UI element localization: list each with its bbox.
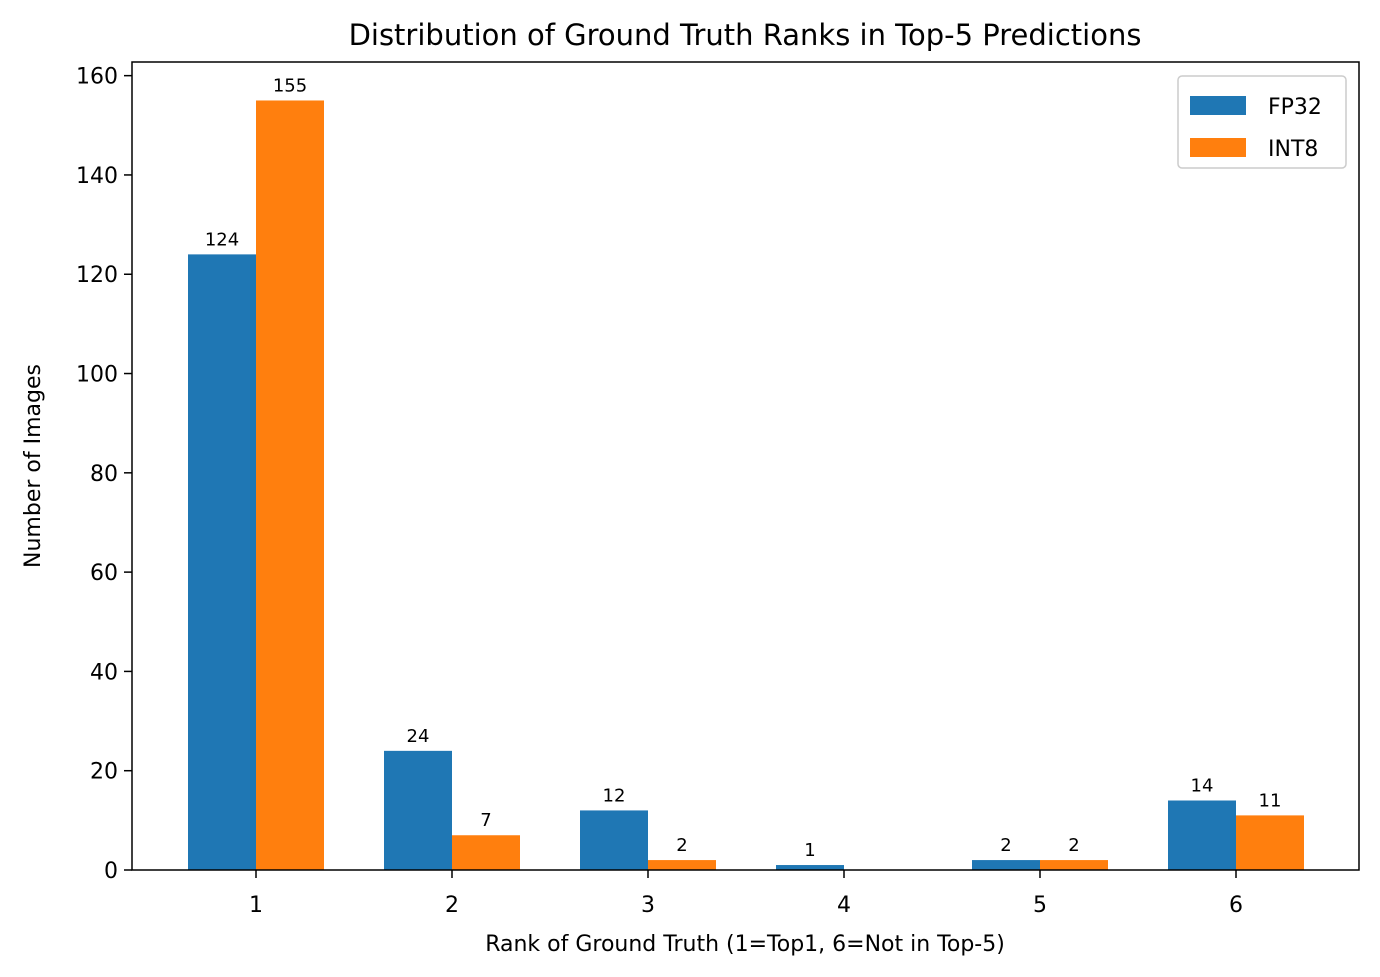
data-label-fp32-rank-4: 1 [804, 840, 815, 861]
legend-label-int8: INT8 [1268, 137, 1318, 162]
legend-swatch-int8 [1190, 138, 1246, 157]
bar-int8-rank-5 [1040, 860, 1108, 870]
bars-group [188, 100, 1304, 870]
y-tick-label-20: 20 [90, 760, 118, 785]
y-tick-label-40: 40 [90, 660, 118, 685]
x-tick-label-6: 6 [1229, 893, 1243, 918]
x-tick-label-3: 3 [641, 893, 655, 918]
bar-int8-rank-2 [452, 835, 520, 870]
y-tick-label-160: 160 [76, 65, 118, 90]
x-tick-label-2: 2 [445, 893, 459, 918]
data-label-fp32-rank-6: 14 [1191, 775, 1214, 796]
bar-int8-rank-3 [648, 860, 716, 870]
data-label-int8-rank-1: 155 [273, 75, 307, 96]
y-axis-label: Number of Images [21, 364, 46, 568]
data-label-int8-rank-6: 11 [1259, 790, 1282, 811]
data-label-fp32-rank-2: 24 [407, 726, 430, 747]
y-tick-label-140: 140 [76, 164, 118, 189]
data-label-int8-rank-3: 2 [676, 835, 687, 856]
x-tick-label-5: 5 [1033, 893, 1047, 918]
legend: FP32 INT8 [1177, 75, 1347, 169]
legend-label-fp32: FP32 [1268, 95, 1322, 120]
legend-swatch-fp32 [1190, 96, 1246, 115]
data-label-fp32-rank-1: 124 [205, 229, 239, 250]
plot-frame [131, 61, 1360, 871]
bar-fp32-rank-2 [384, 750, 452, 870]
bar-fp32-rank-6 [1168, 800, 1236, 870]
bar-fp32-rank-3 [580, 810, 648, 870]
bar-fp32-rank-4 [776, 865, 844, 870]
chart-title: Distribution of Ground Truth Ranks in To… [349, 18, 1142, 52]
y-tick-label-80: 80 [90, 462, 118, 487]
data-label-fp32-rank-5: 2 [1000, 835, 1011, 856]
y-tick-label-60: 60 [90, 561, 118, 586]
bar-fp32-rank-1 [188, 254, 256, 870]
data-label-int8-rank-2: 7 [480, 810, 491, 831]
y-tick-label-0: 0 [104, 859, 118, 884]
bar-int8-rank-1 [256, 100, 324, 870]
x-tick-label-1: 1 [249, 893, 263, 918]
data-label-int8-rank-5: 2 [1068, 835, 1079, 856]
bar-int8-rank-6 [1236, 815, 1304, 870]
data-label-fp32-rank-3: 12 [603, 785, 626, 806]
y-tick-label-120: 120 [76, 263, 118, 288]
x-tick-label-4: 4 [837, 893, 851, 918]
y-tick-label-100: 100 [76, 363, 118, 388]
x-axis-label: Rank of Ground Truth (1=Top1, 6=Not in T… [485, 932, 1005, 957]
x-axis: 1 2 3 4 5 6 [249, 870, 1243, 918]
y-axis: 0 20 40 60 80 100 120 140 160 [76, 65, 132, 884]
bar-fp32-rank-5 [972, 860, 1040, 870]
